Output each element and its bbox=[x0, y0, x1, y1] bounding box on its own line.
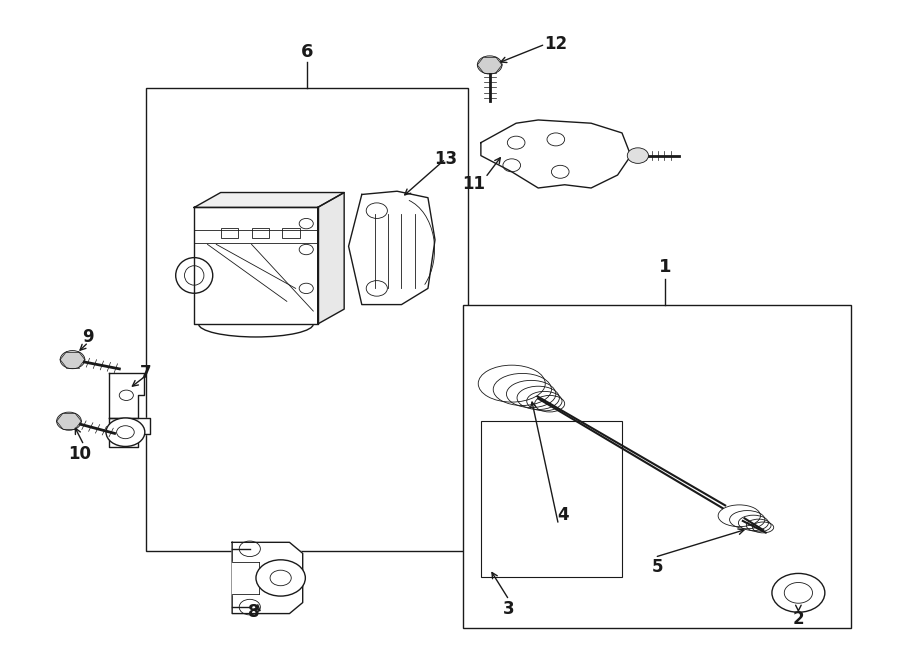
Text: 6: 6 bbox=[301, 43, 313, 61]
Circle shape bbox=[772, 573, 824, 612]
Polygon shape bbox=[318, 192, 344, 324]
Bar bbox=[283, 228, 300, 238]
Text: 1: 1 bbox=[659, 258, 671, 276]
Circle shape bbox=[106, 418, 145, 446]
Polygon shape bbox=[109, 418, 150, 447]
Polygon shape bbox=[194, 192, 344, 208]
Bar bbox=[220, 228, 238, 238]
Text: 8: 8 bbox=[248, 603, 260, 621]
Circle shape bbox=[477, 56, 502, 74]
Circle shape bbox=[256, 560, 305, 596]
Polygon shape bbox=[109, 373, 144, 418]
Polygon shape bbox=[232, 542, 302, 613]
Circle shape bbox=[60, 350, 85, 369]
Polygon shape bbox=[348, 191, 435, 305]
Bar bbox=[464, 305, 851, 629]
Bar bbox=[481, 421, 622, 576]
Text: 2: 2 bbox=[793, 609, 805, 628]
Polygon shape bbox=[481, 120, 631, 188]
Text: 9: 9 bbox=[83, 328, 94, 346]
Circle shape bbox=[57, 412, 81, 430]
Text: 11: 11 bbox=[463, 175, 485, 193]
Bar bbox=[251, 228, 269, 238]
Circle shape bbox=[627, 148, 648, 163]
Text: 10: 10 bbox=[68, 445, 91, 463]
Ellipse shape bbox=[478, 365, 545, 402]
Circle shape bbox=[784, 582, 813, 603]
Polygon shape bbox=[232, 562, 258, 594]
Bar bbox=[146, 87, 468, 551]
Polygon shape bbox=[194, 208, 318, 324]
Text: 7: 7 bbox=[140, 364, 151, 381]
Text: 12: 12 bbox=[544, 35, 567, 53]
Text: 13: 13 bbox=[434, 150, 457, 168]
Text: 4: 4 bbox=[557, 506, 569, 524]
Text: 3: 3 bbox=[503, 600, 515, 618]
Text: 5: 5 bbox=[652, 558, 663, 576]
Ellipse shape bbox=[718, 505, 760, 527]
